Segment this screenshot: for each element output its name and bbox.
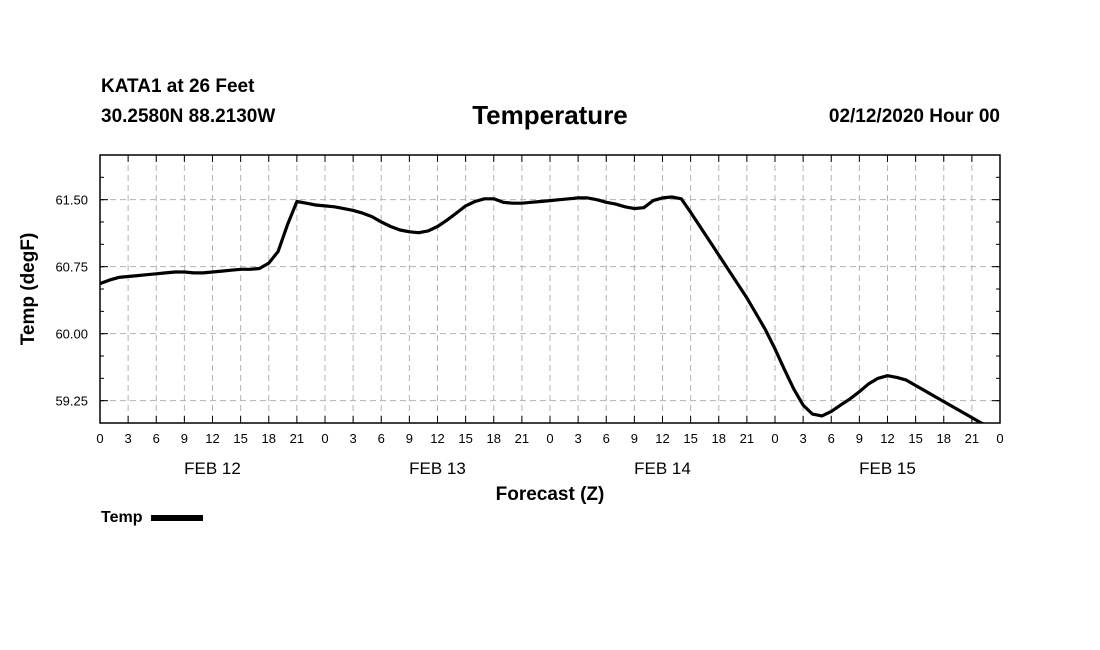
x-axis-label: Forecast (Z) (496, 484, 605, 505)
day-labels: FEB 12 FEB 13 FEB 14 FEB 15 (184, 459, 916, 478)
day-label: FEB 14 (634, 459, 691, 478)
legend-swatch (151, 515, 204, 521)
y-axis-label: Temp (degF) (18, 233, 39, 346)
x-tick-label: 15 (683, 431, 697, 446)
x-tick-label: 9 (406, 431, 413, 446)
y-tick-labels: 59.25 60.00 60.75 61.50 (55, 193, 88, 409)
x-tick-label: 18 (937, 431, 951, 446)
x-tick-label: 18 (487, 431, 501, 446)
x-tick-label: 18 (712, 431, 726, 446)
day-label: FEB 15 (859, 459, 916, 478)
x-tick-label: 18 (262, 431, 276, 446)
x-tick-label: 6 (603, 431, 610, 446)
x-tick-label: 12 (880, 431, 894, 446)
y-tick-label: 59.25 (55, 394, 88, 409)
x-tick-label: 0 (96, 431, 103, 446)
x-tick-label: 15 (908, 431, 922, 446)
x-tick-label: 9 (856, 431, 863, 446)
y-tick-label: 60.75 (55, 260, 88, 275)
x-tick-label: 9 (181, 431, 188, 446)
day-label: FEB 12 (184, 459, 241, 478)
x-tick-label: 3 (350, 431, 357, 446)
x-tick-label: 21 (290, 431, 304, 446)
x-tick-label: 21 (515, 431, 529, 446)
legend: Temp (101, 509, 204, 527)
x-tick-label: 0 (996, 431, 1003, 446)
day-label: FEB 13 (409, 459, 466, 478)
x-tick-label: 21 (740, 431, 754, 446)
x-tick-label: 12 (430, 431, 444, 446)
x-tick-label: 3 (800, 431, 807, 446)
y-tick-label: 61.50 (55, 193, 88, 208)
run-time-label: 02/12/2020 Hour 00 (828, 106, 1000, 127)
axis-ticks (99, 154, 1001, 424)
x-tick-label: 15 (458, 431, 472, 446)
legend-label: Temp (101, 509, 143, 526)
x-tick-label: 21 (965, 431, 979, 446)
x-tick-label: 12 (205, 431, 219, 446)
x-tick-label: 0 (321, 431, 328, 446)
x-tick-label: 6 (153, 431, 160, 446)
x-tick-label: 3 (125, 431, 132, 446)
y-tick-label: 60.00 (55, 327, 88, 342)
temp-series-line (100, 195, 985, 423)
x-tick-label: 0 (546, 431, 553, 446)
chart-title: Temperature (472, 100, 628, 130)
series-layer (100, 195, 985, 423)
x-tick-label: 6 (828, 431, 835, 446)
x-tick-label: 6 (378, 431, 385, 446)
x-tick-label: 15 (233, 431, 247, 446)
x-tick-label: 9 (631, 431, 638, 446)
x-tick-label: 12 (655, 431, 669, 446)
x-tick-labels: 0 3 6 9 12 15 18 21 0 3 6 9 12 15 18 21 0 3 6 9 12 15 18 21 0 3 6 9… (96, 431, 1003, 446)
x-tick-label: 3 (575, 431, 582, 446)
coordinates-label: 30.2580N 88.2130W (101, 106, 276, 127)
x-tick-label: 0 (771, 431, 778, 446)
station-label: KATA1 at 26 Feet (101, 76, 255, 97)
grid-lines (100, 155, 1000, 423)
